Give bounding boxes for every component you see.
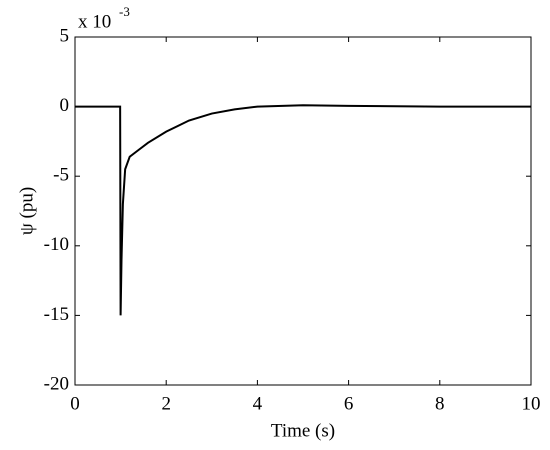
y-multiplier: x 10 [78, 11, 111, 32]
plot-frame [74, 36, 532, 386]
y-tick-label: 0 [60, 95, 70, 116]
x-tick-label: 2 [161, 393, 171, 414]
x-tick-label: 4 [253, 393, 263, 414]
x-tick-label: 0 [70, 393, 80, 414]
y-tick-label: -10 [44, 234, 69, 255]
x-tick-label: 6 [344, 393, 354, 414]
y-tick-label: 5 [60, 25, 70, 46]
x-tick-label: 10 [522, 393, 541, 414]
y-axis-label: ψ (pu) [16, 187, 37, 235]
x-axis-label: Time (s) [271, 420, 335, 441]
data-line [75, 104, 531, 316]
y-multiplier-exponent: -3 [119, 4, 130, 19]
x-tick-label: 8 [435, 393, 445, 414]
y-tick-label: -20 [44, 373, 69, 394]
y-tick-label: -5 [53, 165, 69, 186]
y-tick-label: -15 [44, 304, 69, 325]
